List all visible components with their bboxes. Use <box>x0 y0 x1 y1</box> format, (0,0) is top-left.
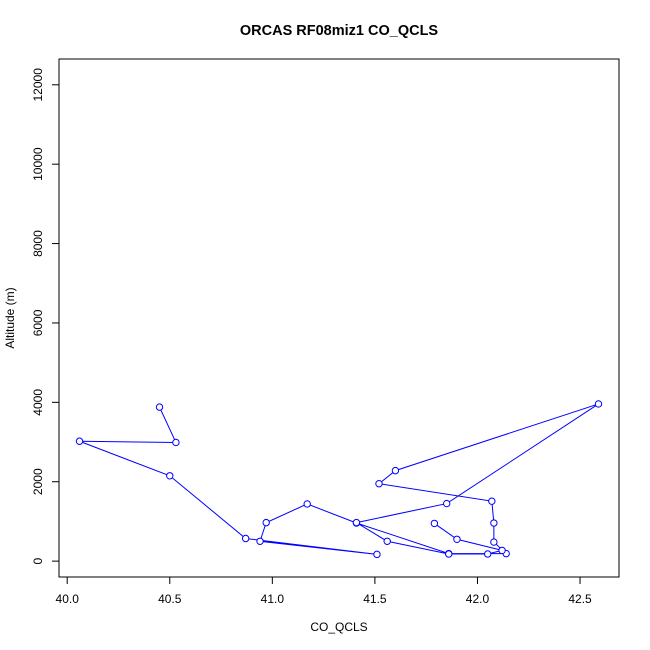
y-axis: 0 2000 4000 6000 8000 10000 12000 <box>31 68 60 564</box>
data-point <box>442 499 451 508</box>
x-tick-label: 40.0 <box>56 592 80 606</box>
data-point <box>488 497 496 505</box>
data-point <box>430 519 439 528</box>
data-point <box>490 538 498 546</box>
y-tick-label: 4000 <box>31 389 45 416</box>
data-point <box>490 519 498 527</box>
data-point <box>445 550 453 558</box>
y-tick-label: 10000 <box>31 147 45 181</box>
series-line <box>79 403 599 555</box>
data-point <box>303 500 311 508</box>
x-tick-label: 42.5 <box>568 592 592 606</box>
series-layer <box>75 400 603 559</box>
data-point <box>594 400 603 408</box>
x-axis-label: CO_QCLS <box>310 620 367 634</box>
y-tick-label: 6000 <box>31 309 45 336</box>
data-point <box>373 550 381 559</box>
data-point <box>241 534 250 543</box>
data-point <box>256 537 264 545</box>
y-tick-label: 8000 <box>31 230 45 257</box>
data-point <box>166 472 174 480</box>
x-axis: 40.0 40.5 41.0 41.5 42.0 42.5 <box>56 576 592 606</box>
y-tick-label: 2000 <box>31 468 45 495</box>
data-point <box>383 537 391 545</box>
x-tick-label: 40.5 <box>158 592 182 606</box>
data-point <box>453 535 461 543</box>
data-point <box>262 518 270 527</box>
chart-title: ORCAS RF08miz1 CO_QCLS <box>240 23 439 39</box>
x-tick-label: 41.0 <box>261 592 285 606</box>
data-point <box>484 550 492 558</box>
data-point <box>391 466 400 475</box>
data-point <box>498 546 506 555</box>
y-tick-label: 0 <box>31 557 45 564</box>
data-point <box>352 518 361 527</box>
plot-area <box>58 58 620 578</box>
y-tick-label: 12000 <box>31 68 45 102</box>
x-tick-label: 41.5 <box>363 592 387 606</box>
data-point <box>75 437 84 445</box>
data-point <box>155 403 164 411</box>
data-point <box>172 438 180 447</box>
x-tick-label: 42.0 <box>466 592 490 606</box>
data-point <box>375 480 383 488</box>
y-axis-label: Altitude (m) <box>3 287 17 348</box>
